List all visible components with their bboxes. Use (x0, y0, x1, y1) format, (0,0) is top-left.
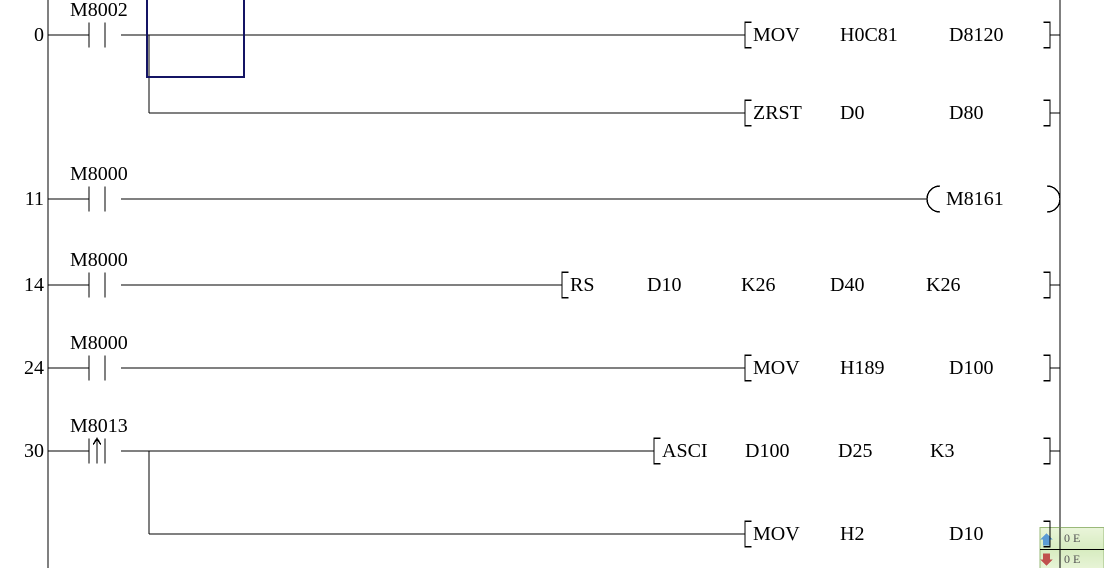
svg-text:0 E: 0 E (1064, 552, 1080, 566)
svg-text:0 E: 0 E (1064, 531, 1080, 545)
